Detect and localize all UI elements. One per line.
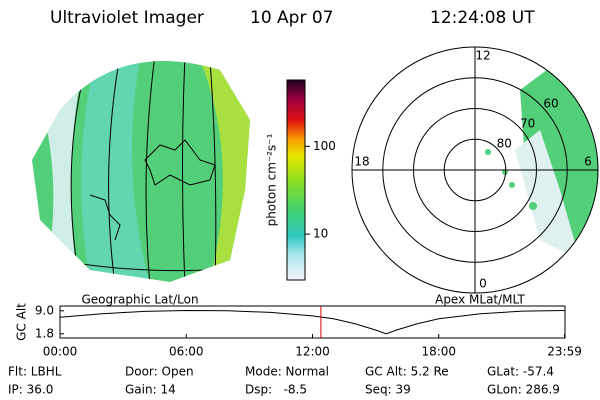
- status-field: Gain: 14: [125, 383, 176, 397]
- status-field: GLat: -57.4: [487, 365, 554, 379]
- mlt-label: 6: [584, 155, 592, 169]
- status-field: GC Alt: 5.2 Re: [365, 365, 449, 379]
- alt-frame: [59, 305, 566, 339]
- instrument: Ultraviolet Imager: [50, 8, 204, 28]
- alt-line: [59, 309, 566, 335]
- time: 12:24:08 UT: [430, 8, 535, 28]
- status-field: IP: 36.0: [8, 383, 53, 397]
- geo-label: Geographic Lat/Lon: [81, 293, 198, 307]
- status-field: Door: Open: [125, 365, 194, 379]
- status-field: Mode: Normal: [245, 365, 329, 379]
- mlt-label: 12: [475, 49, 490, 63]
- lat-label: 60: [543, 97, 558, 111]
- lat-label: 70: [520, 117, 535, 131]
- alt-ylabel: GC Alt: [15, 303, 29, 341]
- status-field: Dsp: -8.5: [245, 383, 307, 397]
- status-field: Flt: LBHL: [8, 365, 62, 379]
- mlt-label: 18: [354, 155, 369, 169]
- colorbar-label: photon cm⁻²s⁻¹: [265, 133, 279, 226]
- colorbar-tick-label: 10: [313, 227, 328, 241]
- colorbar-tick-label: 100: [313, 139, 336, 153]
- alt-ytick-label: 9.0: [35, 303, 54, 317]
- status-field: Seq: 39: [365, 383, 411, 397]
- geo-image: [32, 61, 250, 282]
- alt-xtick-label: 23:59: [547, 345, 582, 359]
- polar-label: Apex MLat/MLT: [435, 293, 525, 307]
- polar-image: [485, 60, 598, 260]
- alt-xtick-label: 12:00: [295, 345, 330, 359]
- alt-xtick-label: 06:00: [169, 345, 204, 359]
- mlt-label: 0: [479, 277, 487, 291]
- date: 10 Apr 07: [250, 8, 333, 28]
- lat-label: 80: [497, 137, 512, 151]
- colorbar: [286, 79, 306, 281]
- alt-ytick-label: 1.8: [35, 326, 54, 340]
- alt-xtick-label: 18:00: [421, 345, 456, 359]
- alt-xtick-label: 00:00: [43, 345, 78, 359]
- status-field: GLon: 286.9: [487, 383, 560, 397]
